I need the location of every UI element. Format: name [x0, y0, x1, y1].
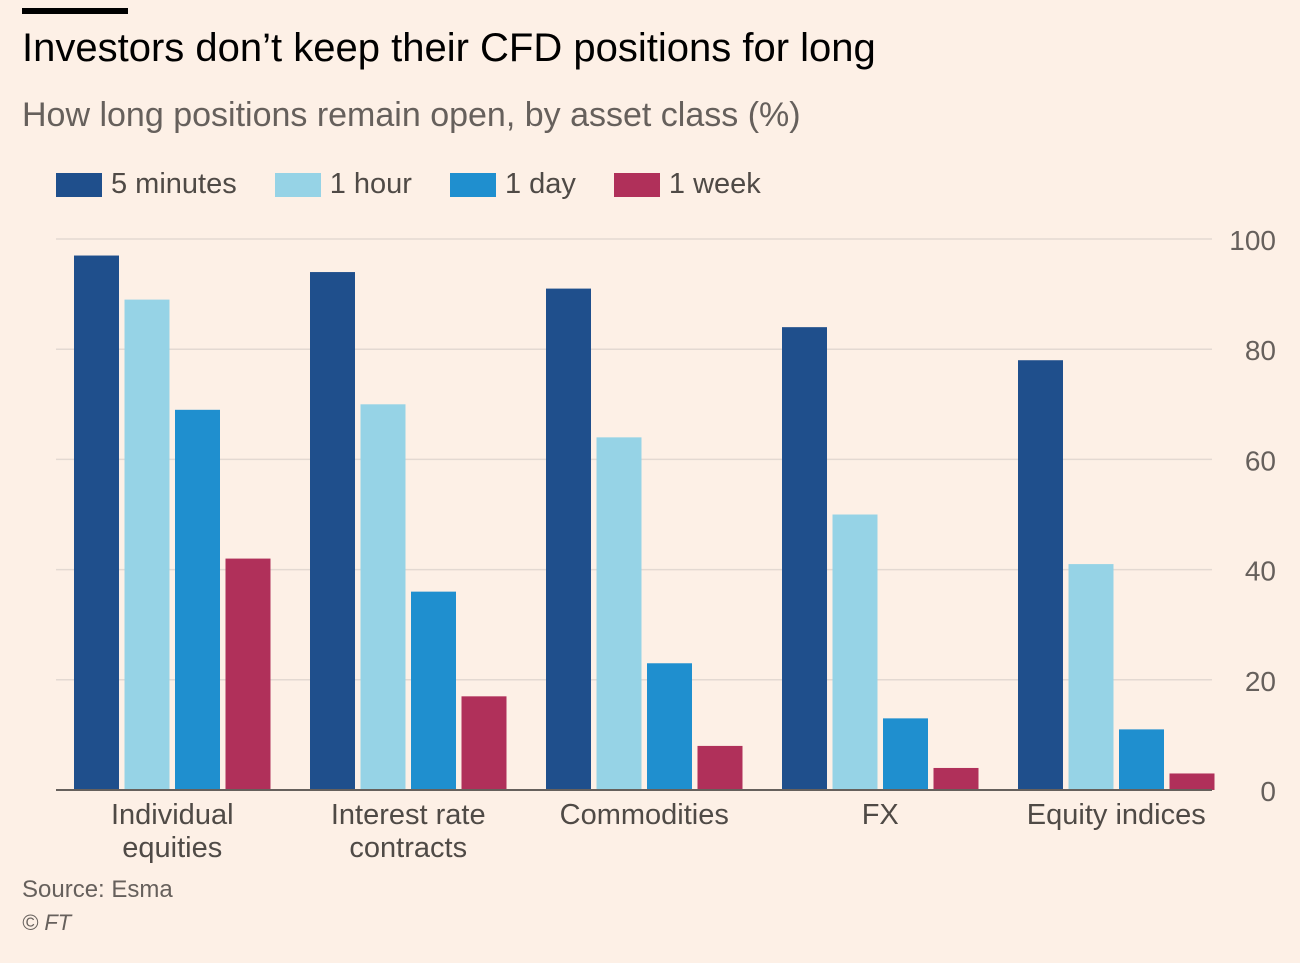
copyright-credit: © FT [22, 910, 72, 935]
y-tick-label: 40 [1245, 556, 1276, 587]
legend-label: 1 day [504, 168, 576, 200]
bar [883, 718, 928, 790]
x-tick-label: FX [862, 799, 899, 831]
y-tick-label: 80 [1245, 335, 1276, 366]
legend-item-1-hour: 1 hour [274, 168, 412, 201]
chart-title: Investors don’t keep their CFD positions… [22, 26, 876, 70]
source-note: Source: Esma [22, 876, 173, 903]
legend-label: 1 hour [329, 168, 412, 200]
legend-swatch [274, 172, 321, 197]
x-tick-label: Individual equities [111, 799, 234, 864]
x-tick-label: Commodities [560, 799, 729, 831]
bar [933, 767, 979, 790]
y-tick-label: 60 [1245, 445, 1276, 476]
y-tick-label: 0 [1260, 776, 1276, 807]
bar [124, 299, 170, 790]
legend-swatch [613, 172, 660, 197]
bar [310, 272, 355, 790]
bar [647, 663, 692, 790]
y-tick-label: 100 [1229, 225, 1276, 256]
legend: 5 minutes 1 hour 1 day 1 week [56, 168, 799, 201]
bar [225, 558, 271, 790]
bar [74, 255, 119, 790]
legend-swatch [449, 172, 496, 197]
bar [1018, 360, 1063, 790]
x-tick-label: Interest rate contracts [331, 799, 486, 864]
bar [461, 696, 507, 790]
legend-label: 5 minutes [111, 168, 237, 200]
legend-item-5-minutes: 5 minutes [56, 168, 237, 201]
title-rule [22, 8, 128, 14]
bar [175, 409, 220, 790]
legend-label: 1 week [668, 168, 761, 200]
x-tick-label: Equity indices [1027, 799, 1206, 831]
bar [1169, 773, 1215, 790]
legend-swatch [56, 172, 102, 197]
bar [360, 404, 406, 790]
bar [832, 514, 878, 790]
bar [411, 591, 456, 790]
bar [782, 327, 827, 790]
bar [1119, 729, 1164, 790]
legend-item-1-day: 1 day [449, 168, 576, 201]
bar [1068, 564, 1114, 790]
chart-subtitle: How long positions remain open, by asset… [22, 96, 801, 134]
bar [596, 437, 642, 790]
legend-item-1-week: 1 week [613, 168, 761, 201]
bar [697, 745, 743, 790]
bar [546, 288, 591, 790]
y-tick-label: 20 [1245, 666, 1276, 697]
